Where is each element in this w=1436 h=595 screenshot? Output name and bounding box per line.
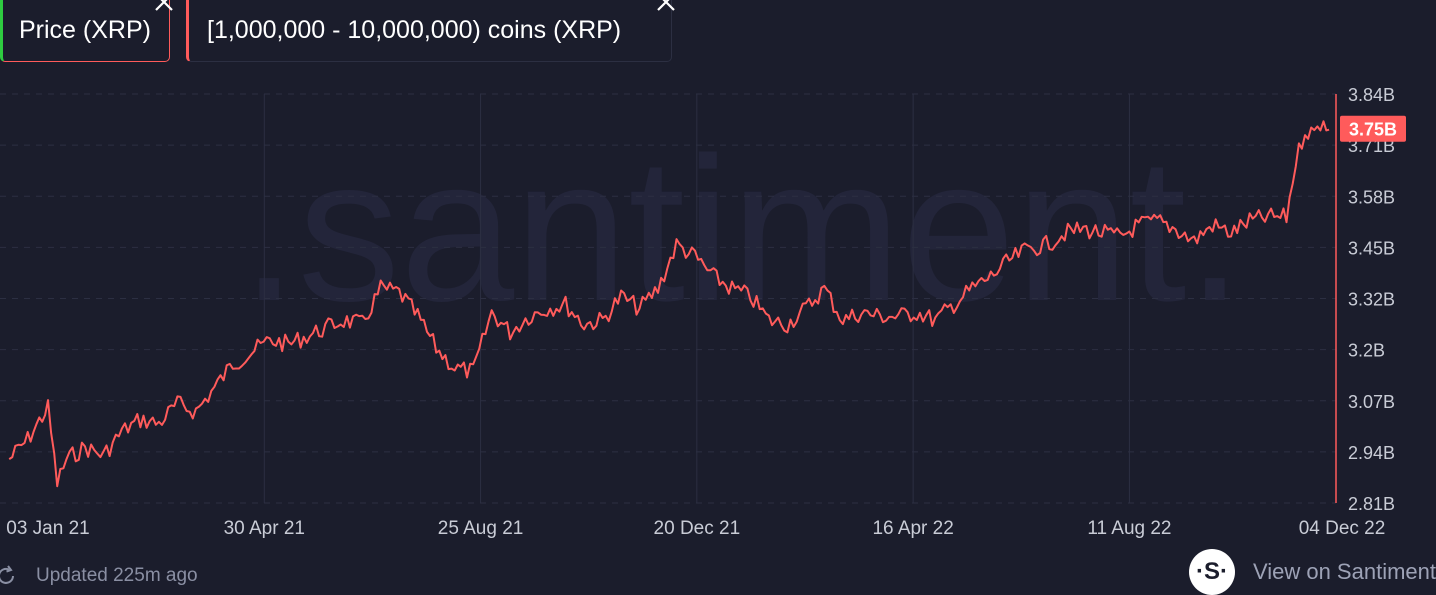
- current-value-badge: [1340, 115, 1406, 142]
- view-on-santiment-link[interactable]: ·S· View on Santiment: [1188, 549, 1436, 595]
- watermark-text: .santiment.: [241, 115, 1244, 344]
- refresh-icon[interactable]: [0, 564, 18, 588]
- legend-price-label: Price (XRP): [19, 16, 151, 44]
- y-tick-label: 3.32B: [1348, 290, 1395, 310]
- x-tick-label: 20 Dec 21: [654, 518, 741, 539]
- legend-holders-label: [1,000,000 - 10,000,000) coins (XRP): [207, 16, 622, 44]
- legend-tag-price[interactable]: Price (XRP): [0, 0, 173, 62]
- y-tick-label: 3.07B: [1348, 392, 1395, 412]
- santiment-watermark: .santiment.: [241, 115, 1244, 344]
- x-tick-label: 11 Aug 22: [1087, 518, 1171, 539]
- y-tick-label: 2.81B: [1348, 494, 1395, 514]
- chart-x-grid: [263, 94, 1130, 503]
- x-tick-label: 30 Apr 21: [224, 518, 305, 539]
- series-group: [8, 120, 1330, 488]
- x-tick-label: 25 Aug 21: [438, 518, 524, 539]
- y-tick-label: 3.84B: [1348, 85, 1395, 105]
- close-icon[interactable]: [655, 0, 677, 13]
- santiment-logo-icon: ·S·: [1188, 549, 1235, 595]
- view-link-label: View on Santiment: [1252, 559, 1436, 584]
- y-tick-label: 3.58B: [1348, 187, 1395, 207]
- y-tick-label: 3.45B: [1348, 238, 1395, 258]
- updated-status: Updated 225m ago: [0, 562, 198, 590]
- y-tick-label: 2.94B: [1348, 443, 1395, 463]
- close-icon[interactable]: [153, 0, 175, 13]
- legend-tag-holders[interactable]: [1,000,000 - 10,000,000) coins (XRP): [186, 0, 675, 62]
- series-line: [8, 120, 1330, 488]
- current-value-marker: 3.75B: [1340, 115, 1406, 142]
- y-tick-label: 3.2B: [1348, 341, 1385, 361]
- x-tick-label: 16 Apr 22: [872, 518, 953, 539]
- x-tick-label: 03 Jan 21: [6, 518, 89, 539]
- y-tick-labels: 3.84B3.71B3.58B3.45B3.32B3.2B3.07B2.94B2…: [1348, 85, 1395, 514]
- current-value-label: 3.75B: [1349, 120, 1397, 140]
- x-tick-label: 04 Dec 22: [1299, 518, 1386, 539]
- updated-text: Updated 225m ago: [36, 565, 198, 586]
- x-tick-labels: 03 Jan 21 30 Apr 21 25 Aug 21 20 Dec 21 16 A…: [6, 518, 1385, 539]
